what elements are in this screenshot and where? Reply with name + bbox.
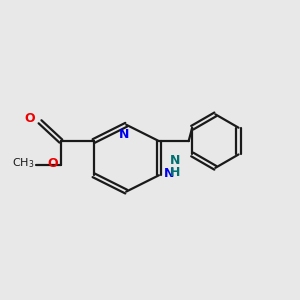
Text: O: O	[47, 157, 58, 170]
Text: O: O	[24, 112, 35, 125]
Text: N: N	[119, 128, 129, 141]
Text: CH$_3$: CH$_3$	[12, 157, 34, 170]
Text: N
H: N H	[170, 154, 181, 179]
Text: N: N	[164, 167, 175, 180]
